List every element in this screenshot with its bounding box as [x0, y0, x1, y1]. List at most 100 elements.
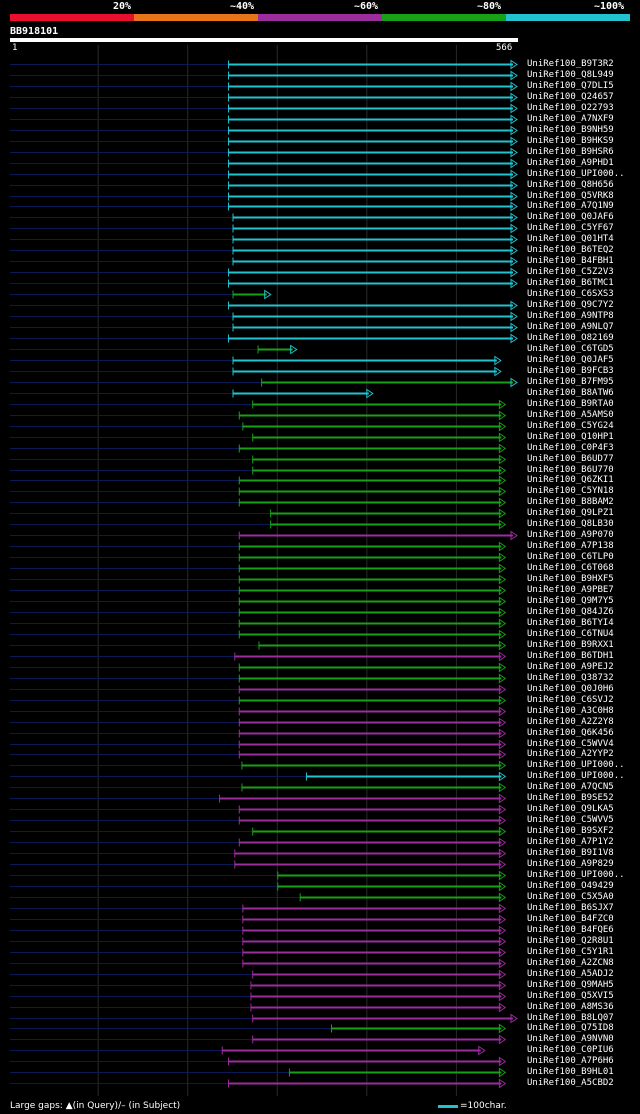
hit-row[interactable] [10, 958, 507, 969]
hit-label[interactable]: UniRef100_A2Z2Y8 [527, 717, 614, 727]
hit-row[interactable] [10, 739, 507, 750]
hit-label[interactable]: UniRef100_A5ADJ2 [527, 969, 614, 979]
hit-row[interactable] [10, 267, 518, 278]
hit-label[interactable]: UniRef100_B8BAM2 [527, 497, 614, 507]
hit-row[interactable] [10, 278, 518, 289]
hit-row[interactable] [10, 103, 518, 114]
hit-row[interactable] [10, 366, 502, 377]
hit-row[interactable] [10, 859, 507, 870]
hit-label[interactable]: UniRef100_A9NVN0 [527, 1034, 614, 1044]
hit-row[interactable] [10, 771, 507, 782]
hit-label[interactable]: UniRef100_O49429 [527, 881, 614, 891]
hit-label[interactable]: UniRef100_C6SXS3 [527, 289, 614, 299]
hit-label[interactable]: UniRef100_B8ATW6 [527, 388, 614, 398]
hit-label[interactable]: UniRef100_B6TEQ2 [527, 245, 614, 255]
hit-label[interactable]: UniRef100_B6TMC1 [527, 278, 614, 288]
hit-label[interactable]: UniRef100_Q5XVI5 [527, 991, 614, 1001]
hit-row[interactable] [10, 837, 507, 848]
hit-label[interactable]: UniRef100_C5YF67 [527, 223, 614, 233]
hit-label[interactable]: UniRef100_Q2R8U1 [527, 936, 614, 946]
hit-label[interactable]: UniRef100_C6SVJ2 [527, 695, 614, 705]
hit-row[interactable] [10, 158, 518, 169]
hit-row[interactable] [10, 1023, 507, 1034]
hit-label[interactable]: UniRef100_Q24657 [527, 92, 614, 102]
hit-row[interactable] [10, 563, 507, 574]
hit-row[interactable] [10, 1034, 507, 1045]
hit-row[interactable] [10, 399, 507, 410]
hit-label[interactable]: UniRef100_C5X5A0 [527, 892, 614, 902]
hit-label[interactable]: UniRef100_B6TDH1 [527, 651, 614, 661]
hit-label[interactable]: UniRef100_Q0J0H6 [527, 684, 614, 694]
hit-row[interactable] [10, 191, 518, 202]
hit-row[interactable] [10, 585, 507, 596]
hit-row[interactable] [10, 969, 507, 980]
hit-row[interactable] [10, 125, 518, 136]
hit-label[interactable]: UniRef100_C5WVV4 [527, 739, 614, 749]
hit-row[interactable] [10, 651, 507, 662]
hit-row[interactable] [10, 234, 518, 245]
hit-row[interactable] [10, 640, 507, 651]
hit-row[interactable] [10, 355, 502, 366]
hit-row[interactable] [10, 410, 507, 421]
hit-label[interactable]: UniRef100_Q8H656 [527, 180, 614, 190]
hit-label[interactable]: UniRef100_C5YN18 [527, 486, 614, 496]
hit-row[interactable] [10, 618, 507, 629]
hit-row[interactable] [10, 333, 518, 344]
hit-label[interactable]: UniRef100_B9T3R2 [527, 59, 614, 69]
hit-row[interactable] [10, 629, 507, 640]
hit-row[interactable] [10, 749, 507, 760]
hit-row[interactable] [10, 300, 518, 311]
hit-row[interactable] [10, 136, 518, 147]
hit-row[interactable] [10, 70, 518, 81]
hit-label[interactable]: UniRef100_C5Y1R1 [527, 947, 614, 957]
hit-label[interactable]: UniRef100_Q84JZ6 [527, 607, 614, 617]
hit-label[interactable]: UniRef100_A8MS36 [527, 1002, 614, 1012]
hit-label[interactable]: UniRef100_C0PIU6 [527, 1045, 614, 1055]
hit-label[interactable]: UniRef100_Q0JAF6 [527, 212, 614, 222]
hit-label[interactable]: UniRef100_B9HL01 [527, 1067, 614, 1077]
hit-label[interactable]: UniRef100_B8LQ07 [527, 1013, 614, 1023]
hit-row[interactable] [10, 147, 518, 158]
hit-row[interactable] [10, 1013, 518, 1024]
hit-label[interactable]: UniRef100_A7Q1N9 [527, 201, 614, 211]
hit-row[interactable] [10, 223, 518, 234]
hit-row[interactable] [10, 607, 507, 618]
hit-label[interactable]: UniRef100_Q9LPZ1 [527, 508, 614, 518]
hit-row[interactable] [10, 695, 507, 706]
hit-label[interactable]: UniRef100_B9RTA0 [527, 399, 614, 409]
hit-label[interactable]: UniRef100_B7FM95 [527, 377, 614, 387]
hit-label[interactable]: UniRef100_A9PHD1 [527, 158, 614, 168]
hit-row[interactable] [10, 454, 507, 465]
hit-label[interactable]: UniRef100_Q01HT4 [527, 234, 614, 244]
hit-row[interactable] [10, 530, 518, 541]
hit-row[interactable] [10, 212, 518, 223]
hit-label[interactable]: UniRef100_C6T068 [527, 563, 614, 573]
hit-label[interactable]: UniRef100_B6TYI4 [527, 618, 614, 628]
hit-label[interactable]: UniRef100_Q8LB30 [527, 519, 614, 529]
hit-row[interactable] [10, 508, 507, 519]
hit-label[interactable]: UniRef100_B6U770 [527, 465, 614, 475]
hit-label[interactable]: UniRef100_C6TGD5 [527, 344, 614, 354]
hit-row[interactable] [10, 1078, 507, 1089]
hit-label[interactable]: UniRef100_A9PBE7 [527, 585, 614, 595]
hit-label[interactable]: UniRef100_A7P6H6 [527, 1056, 614, 1066]
hit-label[interactable]: UniRef100_B9NH59 [527, 125, 614, 135]
hit-row[interactable] [10, 706, 507, 717]
hit-label[interactable]: UniRef100_Q9M7Y5 [527, 596, 614, 606]
hit-label[interactable]: UniRef100_UPI000.. [527, 771, 625, 781]
hit-row[interactable] [10, 1002, 507, 1013]
hit-label[interactable]: UniRef100_A7P138 [527, 541, 614, 551]
hit-label[interactable]: UniRef100_B9SXF2 [527, 826, 614, 836]
hit-row[interactable] [10, 574, 507, 585]
hit-row[interactable] [10, 980, 507, 991]
hit-row[interactable] [10, 519, 507, 530]
hit-row[interactable] [10, 344, 298, 355]
hit-label[interactable]: UniRef100_A9P829 [527, 859, 614, 869]
hit-row[interactable] [10, 793, 507, 804]
hit-row[interactable] [10, 541, 507, 552]
hit-label[interactable]: UniRef100_B9FCB3 [527, 366, 614, 376]
hit-row[interactable] [10, 673, 507, 684]
hit-row[interactable] [10, 552, 507, 563]
hit-row[interactable] [10, 421, 507, 432]
hit-row[interactable] [10, 947, 507, 958]
